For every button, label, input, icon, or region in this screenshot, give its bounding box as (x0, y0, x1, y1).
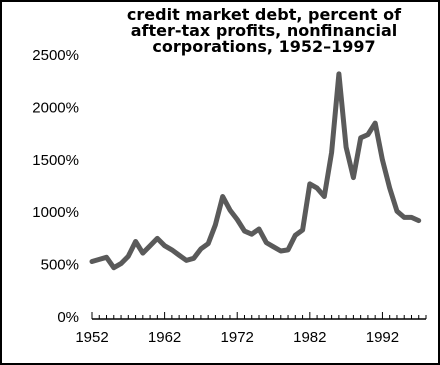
chart-title-line: credit market debt, percent of (127, 5, 402, 24)
plot-area (89, 71, 422, 271)
y-tick-label: 1000% (32, 204, 79, 221)
chart-title-line: corporations, 1952–1997 (152, 37, 375, 56)
chart-title-group: credit market debt, percent ofafter-tax … (127, 5, 402, 56)
chart-title-line: after-tax profits, nonfinancial (131, 21, 398, 40)
y-tick-label: 0% (57, 309, 79, 326)
series-line (89, 71, 422, 271)
x-tick-label: 1992 (366, 329, 399, 346)
x-axis: 1952 1962 1972 1982 1992 (75, 312, 427, 346)
y-tick-label: 2500% (32, 47, 79, 64)
x-tick-label: 1952 (75, 329, 108, 346)
y-tick-label: 1500% (32, 152, 79, 169)
x-tick-label: 1982 (293, 329, 326, 346)
y-tick-label: 2000% (32, 99, 79, 116)
y-tick-label: 500% (41, 257, 79, 274)
x-tick-label: 1972 (221, 329, 254, 346)
y-axis: 0% 500% 1000% 1500% 2000% 2500% (32, 47, 79, 326)
x-tick-label: 1962 (148, 329, 181, 346)
